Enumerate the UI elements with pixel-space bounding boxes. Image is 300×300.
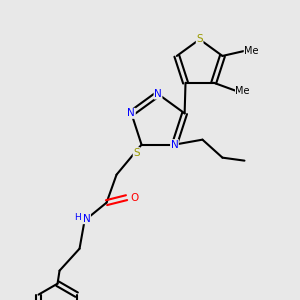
Text: Me: Me bbox=[244, 46, 259, 56]
Text: Me: Me bbox=[236, 86, 250, 96]
Text: N: N bbox=[171, 140, 178, 150]
Text: N: N bbox=[128, 108, 135, 118]
Text: S: S bbox=[133, 148, 140, 158]
Text: S: S bbox=[196, 34, 203, 44]
Text: H: H bbox=[74, 213, 81, 222]
Text: O: O bbox=[130, 193, 139, 203]
Text: N: N bbox=[83, 214, 90, 224]
Text: N: N bbox=[154, 89, 162, 99]
